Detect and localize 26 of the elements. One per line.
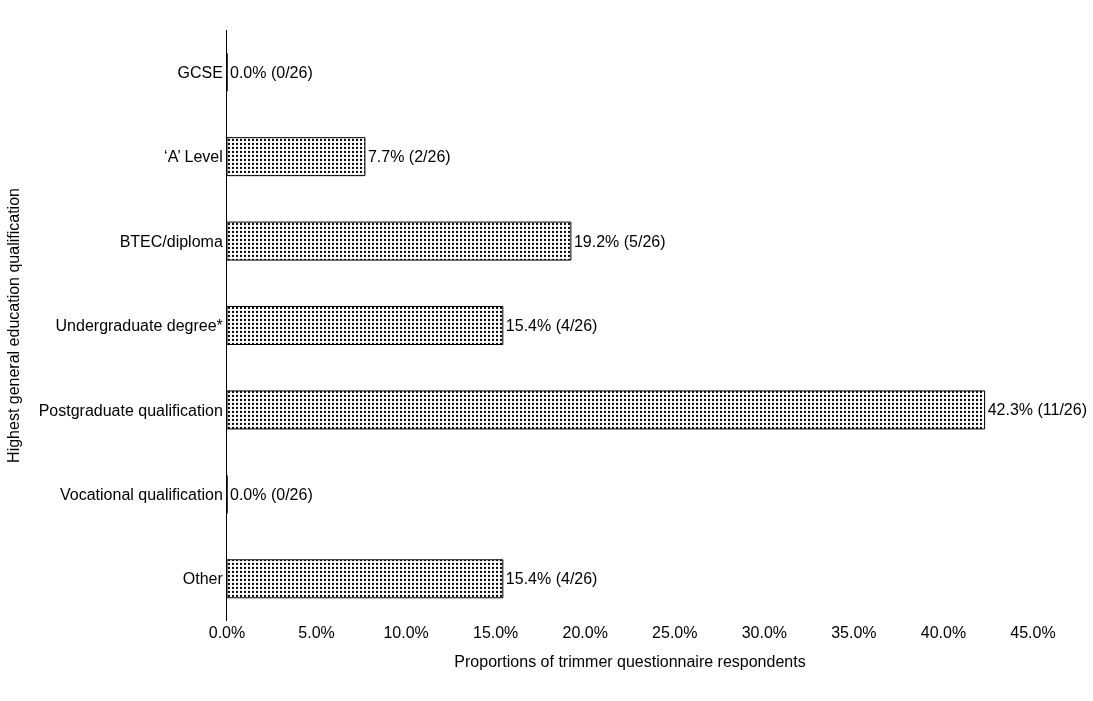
x-tick-label: 20.0% — [562, 624, 608, 641]
x-axis-title: Proportions of trimmer questionnaire respondents — [454, 652, 806, 670]
data-label: 7.7% (2/26) — [367, 148, 451, 166]
data-label: 19.2% (5/26) — [573, 232, 666, 250]
x-tick-label: 15.0% — [472, 624, 519, 641]
x-tick-label: 35.0% — [831, 624, 877, 641]
x-tick-label: 45.0% — [1010, 624, 1056, 641]
x-tick-label: 25.0% — [652, 624, 698, 641]
data-label: 15.4% (4/26) — [505, 317, 598, 334]
y-tick-label: Undergraduate degree* — [55, 317, 223, 335]
data-label: 0.0% (0/26) — [230, 63, 313, 81]
x-tick-label: 5.0% — [298, 624, 335, 641]
x-tick-label: 30.0% — [741, 624, 788, 641]
x-tick-label: 10.0% — [383, 624, 429, 641]
y-tick-label: BTEC/diploma — [119, 232, 223, 250]
y-tick-label: Other — [182, 570, 224, 588]
y-tick-label: Postgraduate qualification — [38, 401, 223, 419]
y-tick-label: Vocational qualification — [60, 485, 223, 503]
y-axis-title: Highest general education qualification — [4, 188, 22, 463]
data-label: 42.3% (11/26) — [987, 401, 1087, 419]
y-tick-label: ‘A’ Level — [164, 148, 223, 166]
data-label: 0.0% (0/26) — [230, 485, 313, 503]
x-tick-label: 40.0% — [920, 624, 967, 641]
y-tick-label: GCSE — [177, 63, 223, 81]
x-tick-label: 0.0% — [208, 624, 246, 641]
data-label: 15.4% (4/26) — [505, 570, 598, 588]
